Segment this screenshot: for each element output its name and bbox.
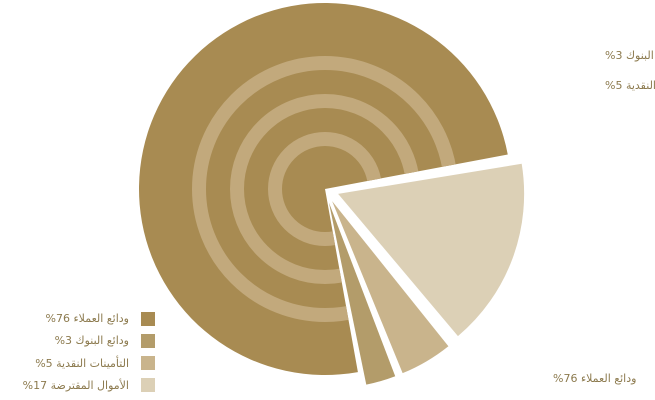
pie-slice [332,201,449,374]
legend-item: التأمينات النقدية 5% [0,356,155,371]
slice-label: التأمينات النقدية 5% [605,77,655,92]
legend-item: ودائع البنوك 3% [0,333,155,348]
legend-label: ودائع العملاء 76% [45,312,129,325]
legend-label: ودائع البنوك 3% [54,334,129,348]
legend-swatch [141,333,155,348]
chart-legend: ودائع العملاء 76% ودائع البنوك 3% التأمي… [0,311,155,400]
legend-item: الأموال المقترضة 17% [0,378,155,393]
slice-label: ودائع العملاء 76% [553,372,636,385]
legend-label: التأمينات النقدية 5% [35,356,129,370]
legend-label: الأموال المقترضة 17% [22,378,129,392]
legend-swatch [141,311,155,326]
pie-slice [338,163,525,337]
legend-swatch [141,378,155,393]
slice-label: ودائع البنوك 3% [605,49,655,62]
pie-slice [328,202,396,385]
legend-swatch [141,356,155,371]
legend-item: ودائع العملاء 76% [0,311,155,326]
